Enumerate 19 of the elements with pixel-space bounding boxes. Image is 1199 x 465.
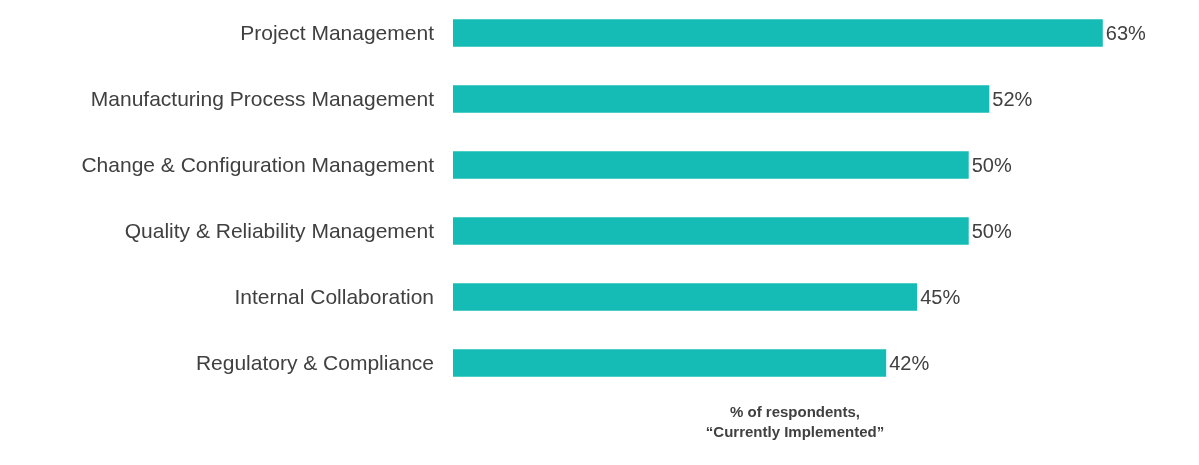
x-axis-title: % of respondents, “Currently Implemented” xyxy=(705,403,885,440)
data-label: 42% xyxy=(889,352,930,374)
y-tick-label: Change & Configuration Management xyxy=(81,153,435,177)
bar xyxy=(453,217,969,245)
bar xyxy=(453,349,887,377)
y-tick-label: Quality & Reliability Management xyxy=(124,219,435,243)
data-label: 52% xyxy=(992,88,1033,110)
y-tick-label: Manufacturing Process Management xyxy=(90,87,435,111)
data-label: 50% xyxy=(971,154,1012,176)
bar xyxy=(453,151,969,179)
y-tick-label: Regulatory & Compliance xyxy=(195,351,434,375)
data-label: 45% xyxy=(920,286,961,308)
y-tick-label: Internal Collaboration xyxy=(234,285,434,309)
bar xyxy=(453,85,990,113)
data-label: 63% xyxy=(1105,22,1147,44)
bar xyxy=(453,19,1103,47)
bar xyxy=(453,283,918,311)
data-label: 50% xyxy=(971,220,1012,242)
y-tick-label: Project Management xyxy=(240,21,435,45)
